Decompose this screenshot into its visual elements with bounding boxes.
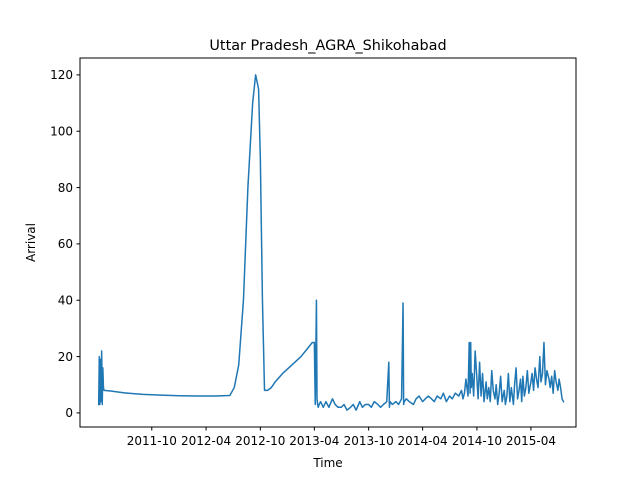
y-tick-label: 80	[58, 181, 73, 195]
chart-title: Uttar Pradesh_AGRA_Shikohabad	[209, 38, 446, 54]
y-tick-label: 0	[65, 406, 73, 420]
x-tick-label: 2014-10	[452, 434, 502, 448]
x-tick-label: 2014-04	[398, 434, 448, 448]
series-line	[97, 74, 565, 411]
x-tick-label: 2012-04	[181, 434, 231, 448]
y-axis-label: Arrival	[24, 223, 38, 262]
y-tick-label: 20	[58, 350, 73, 364]
y-tick-label: 40	[58, 294, 73, 308]
x-tick-label: 2013-04	[289, 434, 339, 448]
x-tick-label: 2011-10	[127, 434, 177, 448]
plot-frame	[79, 57, 577, 428]
y-tick-label: 120	[50, 68, 73, 82]
x-axis-label: Time	[312, 456, 342, 470]
y-tick-label: 60	[58, 237, 73, 251]
y-axis: 0 20 40 60 80 100 120	[50, 68, 80, 420]
y-tick-label: 100	[50, 125, 73, 139]
x-tick-label: 2012-10	[235, 434, 285, 448]
x-tick-label: 2013-10	[344, 434, 394, 448]
x-axis: 2011-10 2012-04 2012-10 2013-04 2013-10 2014-…	[127, 427, 556, 448]
x-tick-label: 2015-04	[506, 434, 556, 448]
